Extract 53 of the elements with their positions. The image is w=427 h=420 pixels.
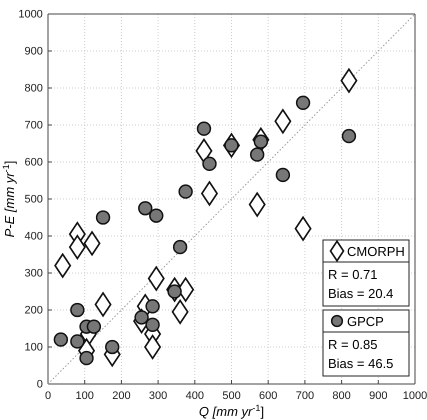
point	[54, 332, 68, 347]
y-tick-label: 600	[24, 156, 43, 169]
legend-label: CMORPH	[347, 244, 405, 259]
y-tick-label: 300	[24, 268, 43, 280]
y-tick-label: 0	[36, 378, 43, 391]
point	[248, 192, 266, 217]
x-tick-label: 0	[44, 390, 52, 402]
point	[70, 302, 85, 318]
point	[202, 156, 217, 172]
x-tick-label: 1000	[402, 390, 427, 402]
point	[342, 128, 356, 144]
point	[79, 350, 94, 366]
y-tick-label: 800	[24, 82, 43, 95]
x-tick-label: 700	[296, 390, 314, 402]
y-tick-label: 400	[24, 230, 43, 243]
x-tick-label: 900	[369, 390, 388, 402]
y-tick-label: 700	[24, 120, 43, 132]
point	[68, 234, 86, 260]
point	[145, 318, 160, 332]
y-tick-label: 500	[24, 194, 43, 206]
point	[172, 240, 188, 254]
point	[70, 334, 85, 349]
point	[148, 266, 165, 291]
x-axis-title: Q [mm yr$^{-1}$]	[198, 403, 264, 419]
annotation: R = 0.85	[328, 337, 378, 352]
x-tick-label: 500	[222, 390, 241, 402]
point	[96, 210, 110, 225]
point	[276, 168, 290, 182]
y-tick-label: 200	[24, 304, 43, 317]
x-tick-label: 100	[76, 390, 94, 402]
x-tick-label: 300	[148, 390, 168, 402]
point	[178, 184, 193, 199]
y-tick-label: 100	[24, 342, 43, 354]
point	[149, 208, 164, 223]
point	[196, 122, 212, 136]
annotation: Bias = 20.4	[328, 286, 394, 301]
x-tick-label: 600	[259, 390, 278, 402]
point	[167, 284, 182, 299]
point	[250, 147, 264, 162]
point	[86, 319, 102, 334]
annotation: Bias = 46.5	[328, 356, 394, 371]
point	[138, 201, 152, 216]
point	[54, 253, 72, 278]
x-tick-label: 800	[332, 390, 351, 402]
point	[105, 340, 120, 354]
point	[145, 299, 160, 314]
x-tick-label: 400	[186, 390, 204, 402]
annotation: R = 0.71	[328, 267, 378, 282]
point	[296, 96, 310, 110]
legend-label: GPCP	[347, 314, 384, 329]
y-tick-label: 1000	[18, 8, 43, 21]
x-tick-label: 200	[112, 390, 131, 402]
y-tick-label: 900	[24, 46, 43, 58]
